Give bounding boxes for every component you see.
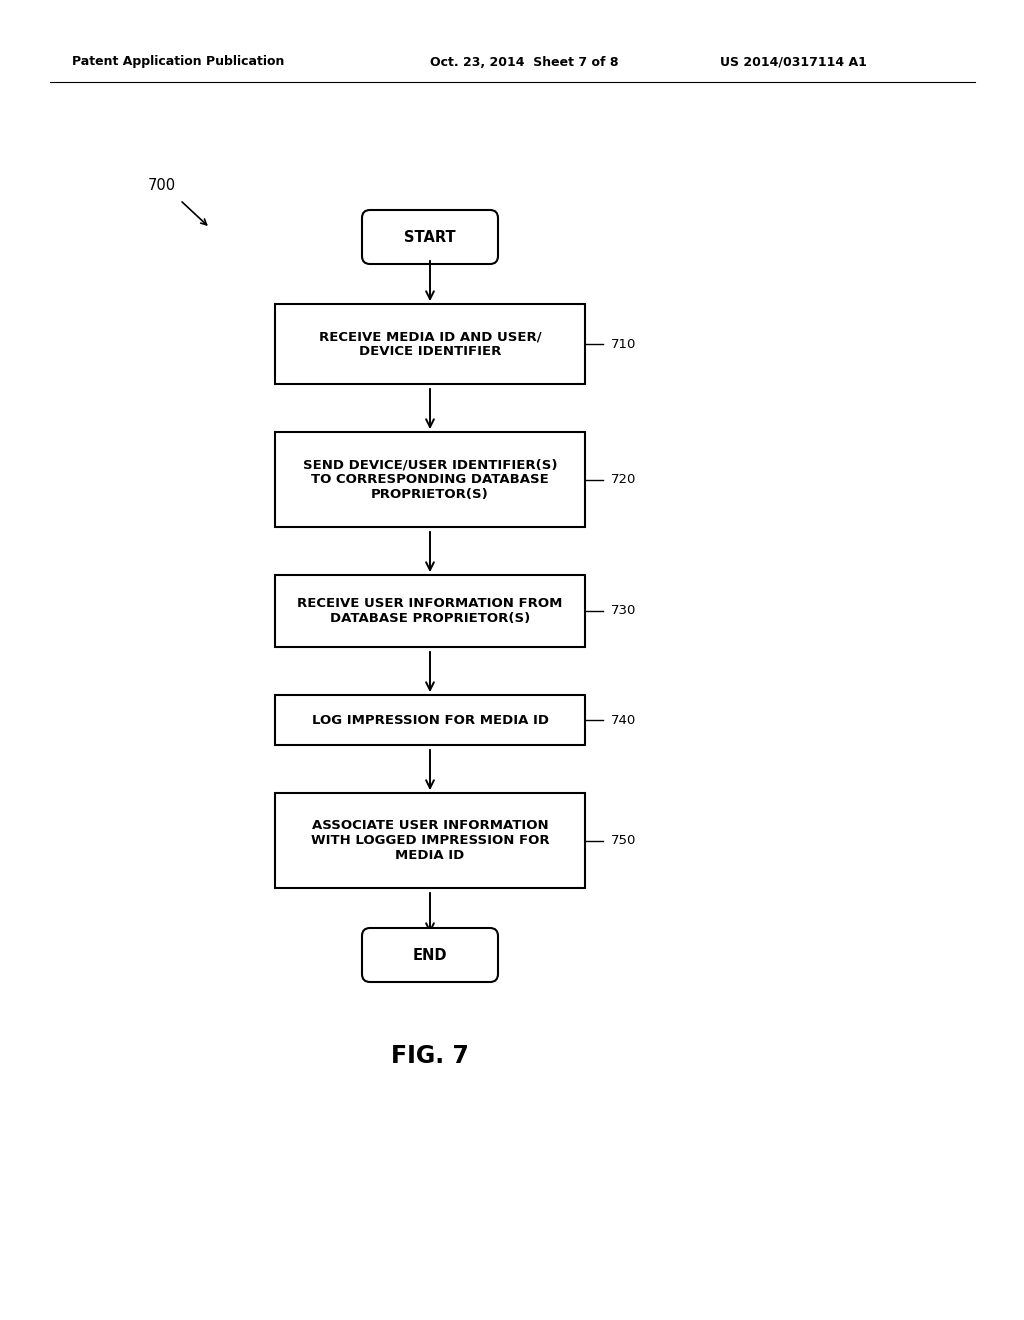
FancyBboxPatch shape (362, 210, 498, 264)
Text: Oct. 23, 2014  Sheet 7 of 8: Oct. 23, 2014 Sheet 7 of 8 (430, 55, 618, 69)
Text: US 2014/0317114 A1: US 2014/0317114 A1 (720, 55, 867, 69)
Text: 710: 710 (611, 338, 636, 351)
Text: 700: 700 (148, 178, 176, 193)
Text: Patent Application Publication: Patent Application Publication (72, 55, 285, 69)
FancyBboxPatch shape (275, 793, 585, 888)
Text: FIG. 7: FIG. 7 (391, 1044, 469, 1068)
FancyBboxPatch shape (275, 576, 585, 647)
FancyBboxPatch shape (275, 304, 585, 384)
FancyBboxPatch shape (275, 432, 585, 527)
Text: RECEIVE MEDIA ID AND USER/
DEVICE IDENTIFIER: RECEIVE MEDIA ID AND USER/ DEVICE IDENTI… (318, 330, 542, 358)
Text: 750: 750 (611, 834, 636, 847)
Text: ASSOCIATE USER INFORMATION
WITH LOGGED IMPRESSION FOR
MEDIA ID: ASSOCIATE USER INFORMATION WITH LOGGED I… (310, 818, 549, 862)
Text: 730: 730 (611, 605, 636, 618)
Text: END: END (413, 948, 447, 962)
FancyBboxPatch shape (362, 928, 498, 982)
Text: 720: 720 (611, 473, 636, 486)
Text: SEND DEVICE/USER IDENTIFIER(S)
TO CORRESPONDING DATABASE
PROPRIETOR(S): SEND DEVICE/USER IDENTIFIER(S) TO CORRES… (303, 458, 557, 502)
Text: RECEIVE USER INFORMATION FROM
DATABASE PROPRIETOR(S): RECEIVE USER INFORMATION FROM DATABASE P… (297, 597, 562, 624)
Text: START: START (404, 230, 456, 244)
FancyBboxPatch shape (275, 696, 585, 744)
Text: 740: 740 (611, 714, 636, 726)
Text: LOG IMPRESSION FOR MEDIA ID: LOG IMPRESSION FOR MEDIA ID (311, 714, 549, 726)
